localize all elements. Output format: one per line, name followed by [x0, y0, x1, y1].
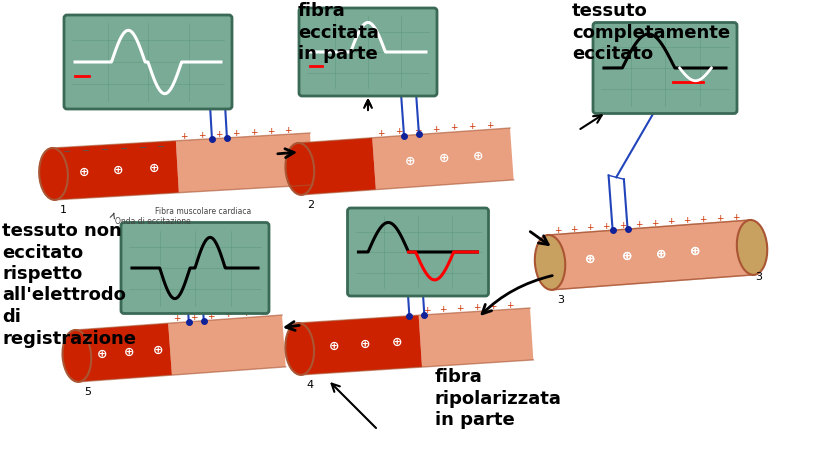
Text: Fibra muscolare cardiaca: Fibra muscolare cardiaca: [155, 207, 251, 216]
Text: ⊕: ⊕: [329, 340, 340, 353]
Text: −: −: [82, 146, 90, 156]
Polygon shape: [168, 315, 286, 375]
Text: ⊕: ⊕: [621, 250, 632, 263]
Text: −: −: [119, 144, 128, 154]
Polygon shape: [548, 220, 754, 290]
Text: +: +: [468, 122, 476, 131]
Text: tessuto non
eccitato
rispetto
all'elettrodo
di
registrazione: tessuto non eccitato rispetto all'elettr…: [2, 222, 136, 347]
Text: ⊕: ⊕: [621, 250, 632, 263]
Text: +: +: [489, 302, 497, 311]
FancyBboxPatch shape: [347, 208, 488, 296]
Text: 3: 3: [755, 272, 762, 282]
FancyBboxPatch shape: [121, 222, 269, 313]
Text: +: +: [215, 130, 223, 139]
Text: +: +: [259, 308, 266, 317]
Ellipse shape: [63, 330, 91, 382]
Text: ⊕: ⊕: [585, 253, 595, 266]
Text: ⊕: ⊕: [691, 245, 701, 258]
Text: ⊕: ⊕: [585, 253, 595, 266]
Text: ⊕: ⊕: [405, 154, 415, 168]
Text: ⊕: ⊕: [438, 152, 449, 165]
Text: +: +: [396, 127, 403, 136]
Ellipse shape: [286, 143, 314, 195]
Text: −: −: [139, 143, 147, 153]
Polygon shape: [176, 133, 313, 193]
Text: 3: 3: [557, 295, 564, 305]
Text: +: +: [473, 303, 480, 312]
Polygon shape: [548, 220, 754, 290]
Text: +: +: [173, 314, 180, 323]
Text: +: +: [731, 212, 739, 222]
Ellipse shape: [286, 323, 314, 375]
Text: fibra
ripolarizzata
in parte: fibra ripolarizzata in parte: [435, 368, 562, 429]
Text: 5: 5: [84, 387, 91, 397]
Polygon shape: [298, 138, 376, 195]
Text: +: +: [232, 129, 240, 138]
Text: 2: 2: [306, 200, 314, 210]
Text: +: +: [180, 132, 188, 141]
Text: +: +: [450, 124, 458, 132]
FancyBboxPatch shape: [64, 15, 232, 109]
Text: Onda di eccitazione: Onda di eccitazione: [115, 217, 190, 226]
Text: ⊕: ⊕: [79, 166, 89, 178]
Text: +: +: [413, 126, 421, 135]
FancyBboxPatch shape: [299, 8, 437, 96]
Text: +: +: [683, 216, 691, 225]
Polygon shape: [75, 323, 172, 382]
Text: +: +: [554, 226, 562, 235]
Text: ⊕: ⊕: [124, 346, 134, 359]
Ellipse shape: [736, 220, 767, 275]
Text: +: +: [432, 125, 439, 134]
Text: +: +: [285, 126, 292, 135]
Text: +: +: [267, 127, 275, 136]
Polygon shape: [298, 315, 422, 375]
Text: 1: 1: [60, 205, 67, 215]
Text: +: +: [486, 121, 493, 130]
Text: +: +: [635, 220, 642, 229]
Polygon shape: [52, 141, 179, 200]
Text: ⊕: ⊕: [655, 248, 666, 260]
Text: +: +: [225, 310, 232, 319]
Ellipse shape: [534, 235, 565, 290]
Text: ⊕: ⊕: [97, 347, 107, 361]
Text: +: +: [250, 128, 257, 137]
Text: +: +: [651, 218, 659, 227]
Polygon shape: [418, 308, 534, 367]
Text: +: +: [377, 129, 385, 138]
Text: −: −: [101, 145, 109, 155]
Text: +: +: [700, 215, 707, 224]
Polygon shape: [548, 235, 552, 290]
Text: +: +: [570, 225, 578, 234]
Text: +: +: [619, 221, 626, 230]
Ellipse shape: [39, 148, 68, 200]
Text: 4: 4: [306, 380, 313, 390]
Text: +: +: [506, 301, 514, 310]
Text: +: +: [439, 305, 447, 314]
Text: ⊕: ⊕: [152, 343, 163, 357]
Text: −: −: [63, 147, 71, 157]
Text: +: +: [198, 131, 205, 140]
FancyBboxPatch shape: [593, 23, 737, 114]
Text: +: +: [456, 304, 463, 313]
Text: ⊕: ⊕: [113, 164, 124, 177]
Text: ⊕: ⊕: [691, 245, 701, 258]
Text: fibra
eccitata
in parte: fibra eccitata in parte: [298, 2, 379, 63]
Text: +: +: [207, 312, 215, 321]
Polygon shape: [372, 128, 514, 190]
Text: ⊕: ⊕: [149, 162, 159, 174]
Text: ⊕: ⊕: [473, 150, 483, 163]
Text: +: +: [716, 214, 723, 223]
Text: +: +: [423, 306, 431, 315]
Text: +: +: [190, 313, 198, 322]
Text: ⊕: ⊕: [392, 336, 402, 349]
Text: ⊕: ⊕: [359, 338, 370, 351]
Text: +: +: [586, 223, 594, 232]
Text: tessuto
completamente
eccitato: tessuto completamente eccitato: [572, 2, 730, 63]
Text: +: +: [242, 309, 249, 318]
Text: ⊕: ⊕: [655, 248, 666, 260]
Text: −: −: [158, 142, 165, 152]
Text: +: +: [603, 222, 610, 231]
Text: +: +: [667, 217, 675, 226]
